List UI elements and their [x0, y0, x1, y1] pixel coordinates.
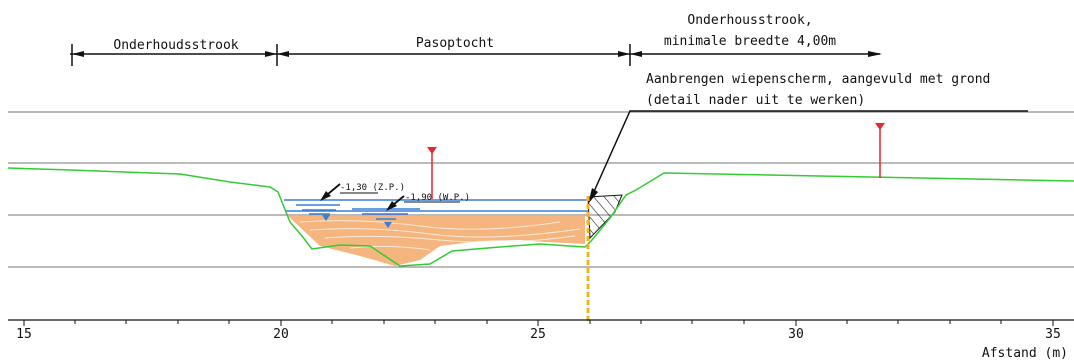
axis-tick-label-20: 20	[273, 327, 289, 342]
axis-tick-label-25: 25	[530, 327, 546, 342]
dimension-line	[70, 44, 882, 66]
level-arrow-zp	[320, 191, 331, 201]
sediment-texture	[299, 220, 581, 251]
zone-label-onderhoudsstrook-right-1: Onderhousstrook,	[687, 13, 812, 28]
level-label-wp: -1,90 (W.P.)	[405, 193, 470, 203]
annotation-leader	[591, 110, 1028, 197]
zone-label-pasoptocht: Pasoptocht	[416, 36, 494, 51]
annotation-text-line-1: Aanbrengen wiepenscherm, aangevuld met g…	[646, 72, 990, 87]
zone-label-onderhoudsstrook: Onderhoudsstrook	[113, 38, 238, 53]
zone-label-onderhoudsstrook-right-2: minimale breedte 4,00m	[664, 34, 836, 49]
screen-backfill-hatch	[587, 194, 623, 240]
level-arrow-wp	[386, 201, 397, 211]
level-marker-left	[427, 147, 437, 199]
sediment-layer	[288, 216, 585, 266]
ground-profile	[7, 167, 1074, 267]
axis-tick-label-15: 15	[16, 327, 32, 342]
level-label-zp: -1,30 (Z.P.)	[340, 183, 405, 193]
axis-ticks	[23, 320, 1054, 326]
axis-label: Afstand (m)	[982, 346, 1068, 361]
level-marker-right	[875, 123, 885, 178]
water-level-symbols	[296, 204, 420, 228]
annotation-text-line-2: (detail nader uit te werken)	[646, 93, 865, 108]
axis-tick-label-30: 30	[788, 327, 804, 342]
axis-tick-label-35: 35	[1045, 327, 1061, 342]
